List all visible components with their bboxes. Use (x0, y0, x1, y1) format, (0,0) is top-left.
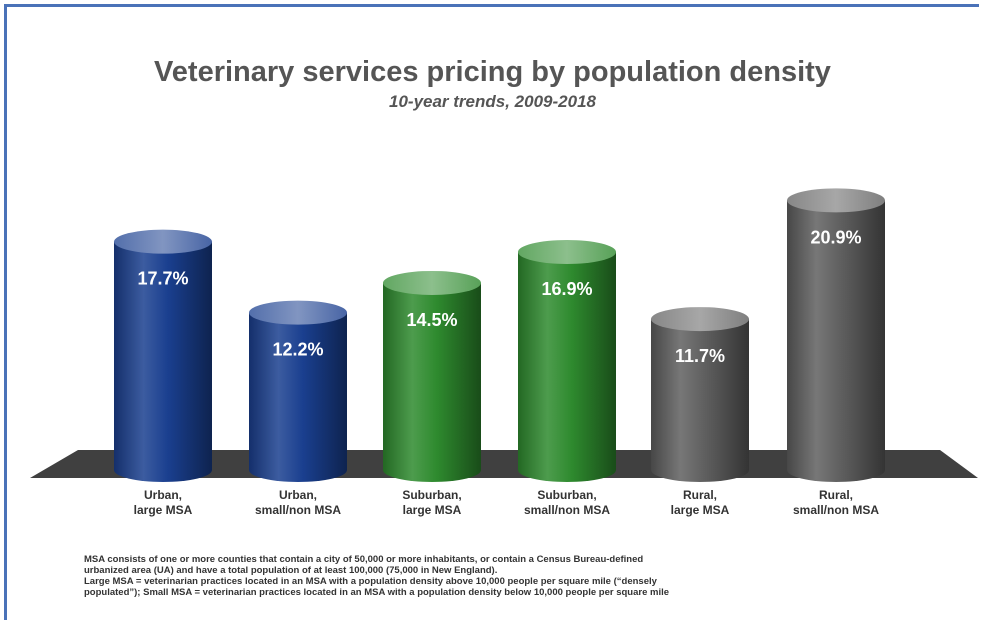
category-label-line: large MSA (133, 503, 193, 517)
bar-top (518, 239, 616, 264)
bar-2: 14.5% (383, 270, 481, 482)
category-label: Suburban, large MSA (357, 488, 507, 518)
category-label-line: Urban, (278, 488, 317, 502)
category-label-line: large MSA (402, 503, 462, 517)
bar-0: 17.7% (114, 229, 212, 482)
footnote: MSA consists of one or more counties tha… (84, 554, 924, 598)
category-label-line: Suburban, (537, 488, 597, 502)
category-label-line: Rural, (682, 488, 717, 502)
data-label: 17.7% (137, 269, 188, 289)
bar-body (114, 241, 212, 482)
category-label: Urban, small/non MSA (223, 488, 373, 518)
bar-5: 20.9% (787, 188, 885, 482)
footnote-line: Large MSA = veterinarian practices locat… (84, 576, 657, 587)
bar-top (249, 300, 347, 325)
bar-top (383, 270, 481, 295)
data-label: 16.9% (541, 279, 592, 299)
category-label-line: large MSA (670, 503, 730, 517)
footnote-line: urbanized area (UA) and have a total pop… (84, 565, 498, 576)
bar-body (518, 251, 616, 482)
chart-title: Veterinary services pricing by populatio… (154, 56, 831, 88)
bar-body (651, 319, 749, 482)
bar-top (651, 307, 749, 332)
category-label: Urban, large MSA (88, 488, 238, 518)
category-label-line: small/non MSA (254, 503, 341, 517)
bar-1: 12.2% (249, 300, 347, 482)
data-label: 20.9% (810, 227, 861, 247)
data-label: 12.2% (272, 340, 323, 360)
category-label: Suburban, small/non MSA (492, 488, 642, 518)
category-label-line: small/non MSA (523, 503, 610, 517)
footnote-line: MSA consists of one or more counties tha… (84, 554, 644, 565)
chart-frame (4, 4, 979, 620)
category-label: Rural, large MSA (625, 488, 775, 518)
category-label-line: Suburban, (402, 488, 462, 502)
category-label: Rural, small/non MSA (761, 488, 911, 518)
bar-body (787, 200, 885, 482)
bar-body (383, 282, 481, 482)
bar-top (787, 188, 885, 213)
category-label-line: Rural, (818, 488, 853, 502)
footnote-line: populated”); Small MSA = veterinarian pr… (84, 587, 670, 598)
data-label: 11.7% (675, 346, 725, 366)
category-label-line: small/non MSA (792, 503, 879, 517)
data-label: 14.5% (406, 310, 457, 330)
bar-top (114, 229, 212, 254)
category-label-line: Urban, (143, 488, 182, 502)
chart-subtitle: 10-year trends, 2009-2018 (389, 92, 596, 111)
bar-4: 11.7% (651, 307, 749, 482)
bar-3: 16.9% (518, 239, 616, 482)
bar-body (249, 312, 347, 482)
